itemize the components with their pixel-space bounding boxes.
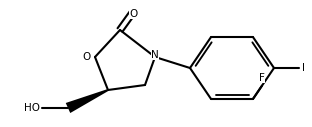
Text: F: F [259,73,265,83]
Text: HO: HO [24,103,40,113]
Text: O: O [129,9,137,19]
Text: I: I [302,63,305,73]
Polygon shape [66,89,108,113]
Text: O: O [83,52,91,62]
Text: N: N [151,50,159,60]
